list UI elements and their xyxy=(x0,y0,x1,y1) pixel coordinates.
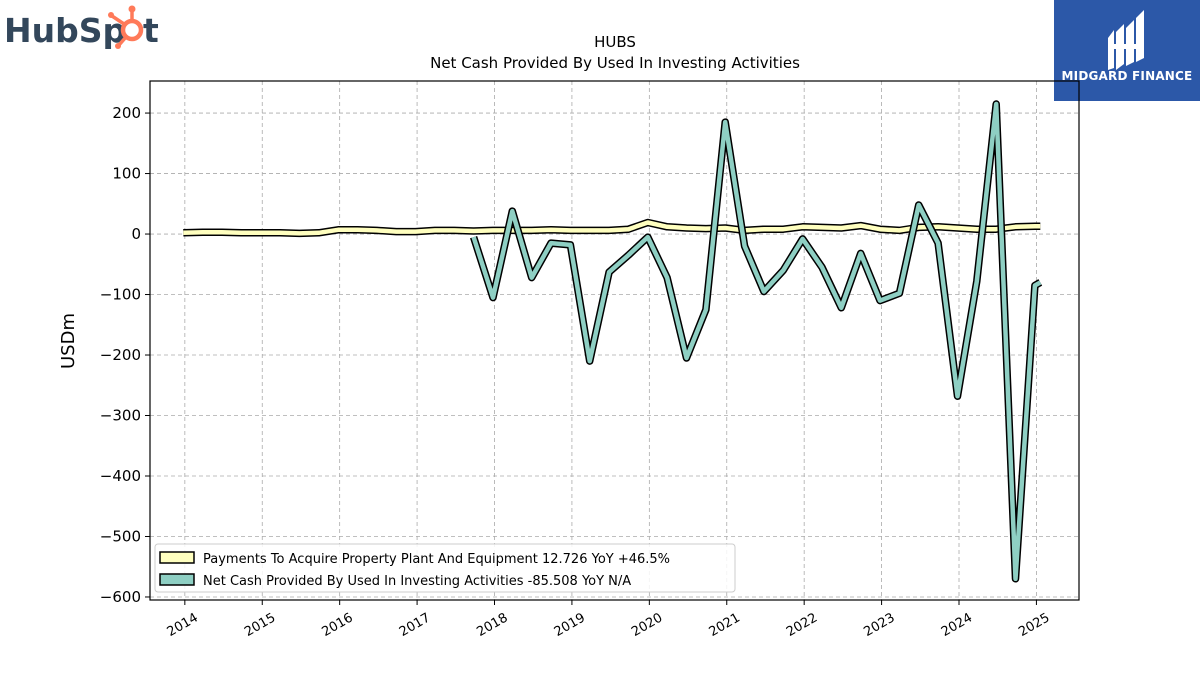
x-tick-label: 2015 xyxy=(242,610,278,640)
chart-title: HUBS xyxy=(594,33,636,51)
midgard-finance-logo: MIDGARD FINANCE xyxy=(1054,0,1200,101)
y-tick-label: −200 xyxy=(100,346,141,364)
x-tick-label: 2014 xyxy=(165,610,201,640)
x-tick-label: 2017 xyxy=(397,610,433,640)
x-tick-label: 2018 xyxy=(474,610,510,640)
grid-layer xyxy=(150,81,1079,600)
y-tick-label: 200 xyxy=(112,104,141,122)
y-axis-label: USDm xyxy=(58,313,79,369)
x-tick-label: 2025 xyxy=(1016,610,1052,640)
x-tick-label: 2023 xyxy=(861,610,897,640)
y-tick-label: −400 xyxy=(100,467,141,485)
legend-label-capex: Payments To Acquire Property Plant And E… xyxy=(203,552,670,567)
y-tick-label: −300 xyxy=(100,407,141,425)
plot-frame xyxy=(149,80,1080,601)
series-line xyxy=(183,220,1041,236)
y-tick-label: −100 xyxy=(100,286,141,304)
series-1 xyxy=(470,100,1043,583)
legend-swatch-investing xyxy=(159,573,195,586)
legend-box xyxy=(154,543,736,593)
x-tick-label: 2019 xyxy=(552,610,588,640)
x-tick-label: 2021 xyxy=(707,610,743,640)
y-tick-label: 100 xyxy=(112,165,141,183)
hubspot-logo-text-end: t xyxy=(143,11,159,50)
hubspot-logo: HubSp t xyxy=(4,4,164,52)
x-tick-label: 2016 xyxy=(320,610,356,640)
legend-swatch-capex xyxy=(159,551,195,564)
midgard-mark-icon xyxy=(1108,10,1144,70)
y-tick-label: −500 xyxy=(100,527,141,545)
x-tick-label: 2022 xyxy=(784,610,820,640)
hubspot-logo-text: HubSp xyxy=(4,11,126,50)
series-line-outline xyxy=(470,100,1043,583)
legend: Payments To Acquire Property Plant And E… xyxy=(154,543,736,593)
midgard-finance-label: MIDGARD FINANCE xyxy=(1061,69,1193,83)
y-tick-label: 0 xyxy=(131,225,141,243)
y-tick-label: −600 xyxy=(100,588,141,606)
sprocket-icon xyxy=(108,5,144,49)
series-line xyxy=(471,101,1042,582)
x-tick-label: 2024 xyxy=(939,610,975,640)
legend-label-investing: Net Cash Provided By Used In Investing A… xyxy=(203,574,631,589)
series-0 xyxy=(183,218,1041,238)
series-layer xyxy=(183,100,1043,583)
hubspot-logo-art: HubSp t xyxy=(4,5,159,50)
x-tick-label: 2020 xyxy=(629,610,665,640)
chart-subtitle: Net Cash Provided By Used In Investing A… xyxy=(430,54,800,72)
